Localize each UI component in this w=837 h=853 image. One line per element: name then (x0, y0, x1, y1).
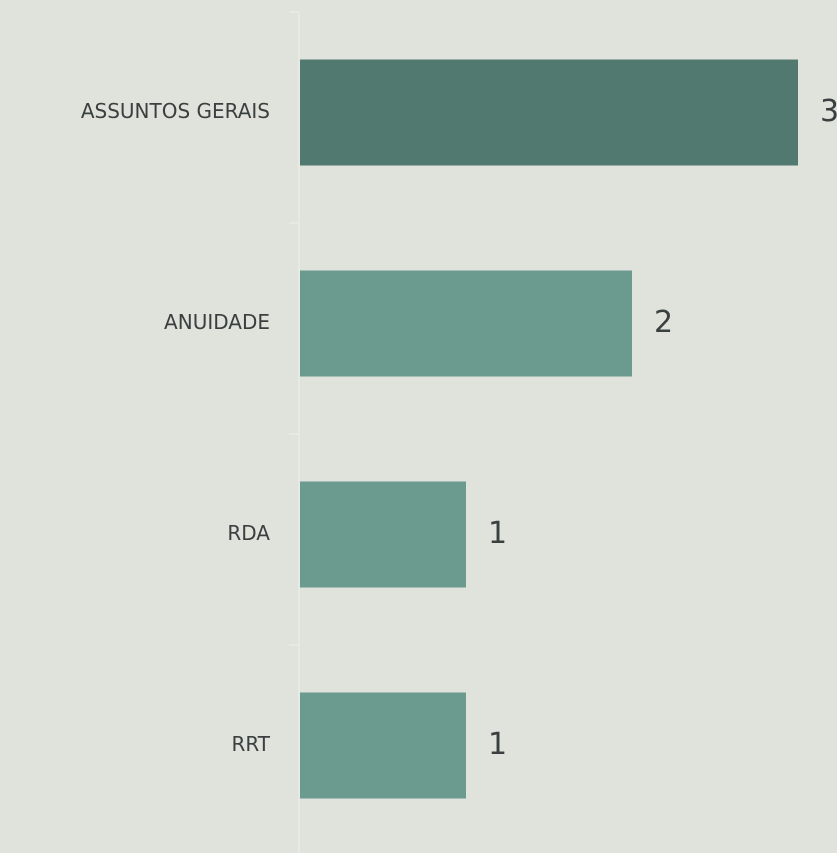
data-label: 1 (488, 516, 507, 551)
y-tick-label: RRT (231, 732, 270, 756)
data-label: 2 (654, 305, 673, 340)
bar (300, 481, 466, 588)
y-tick-label: ANUIDADE (164, 310, 270, 334)
bar (300, 270, 632, 377)
bar (300, 692, 466, 799)
y-tick-label: ASSUNTOS GERAIS (81, 99, 270, 123)
data-label: 1 (488, 727, 507, 762)
bar (300, 59, 798, 166)
data-label: 3 (820, 94, 837, 129)
y-tick-label: RDA (227, 521, 270, 545)
